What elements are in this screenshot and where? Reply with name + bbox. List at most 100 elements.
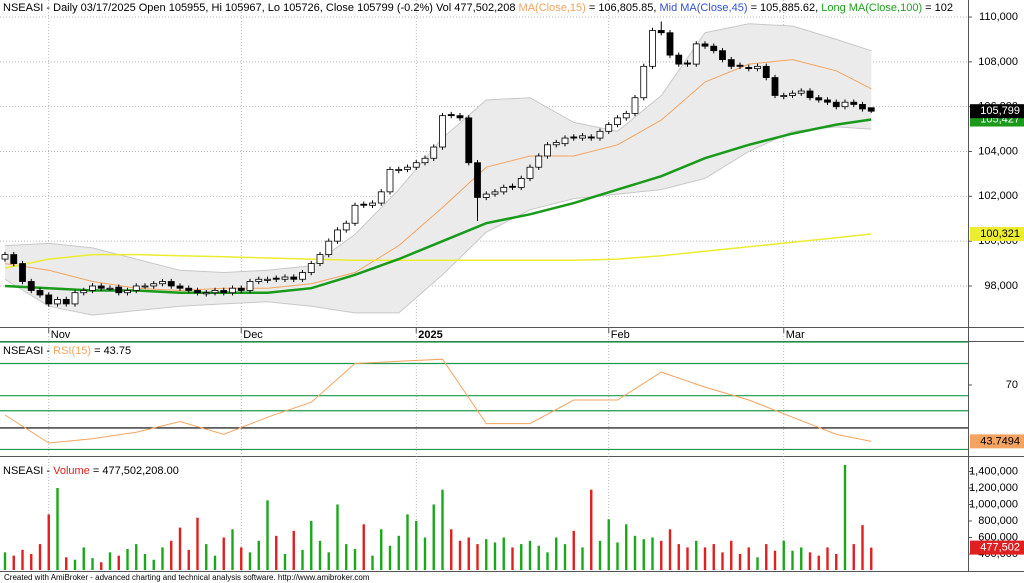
- volume-bar: [826, 547, 829, 570]
- candle-body: [62, 299, 70, 305]
- volume-bar: [861, 525, 864, 570]
- volume-bar: [170, 540, 173, 570]
- volume-bar: [406, 514, 409, 570]
- candle-body: [832, 101, 840, 108]
- candle-body: [447, 114, 455, 117]
- candle-body: [535, 155, 543, 168]
- candle-body: [456, 115, 464, 119]
- candle-body: [824, 99, 831, 103]
- volume-bar: [555, 537, 558, 570]
- volume-bar: [301, 549, 304, 570]
- volume-bar: [283, 553, 287, 570]
- y-tick-label: 98,000: [984, 280, 1018, 292]
- candle-body: [89, 285, 96, 291]
- volume-bar: [625, 524, 628, 570]
- title-part: NSEASI - Daily 03/17/2025 Open 105955, H…: [3, 2, 519, 14]
- volume-bar: [791, 550, 794, 570]
- candle-body: [316, 254, 324, 264]
- candle-body: [509, 185, 516, 188]
- volume-bar: [73, 559, 77, 570]
- candle-body: [736, 64, 744, 67]
- candle-body: [526, 166, 534, 179]
- candle-body: [762, 65, 770, 78]
- candle-body: [255, 278, 263, 282]
- title-part: Mid MA(Close,45): [659, 2, 747, 14]
- volume-bar: [108, 552, 112, 570]
- candle-body: [106, 287, 114, 290]
- candle-body: [850, 101, 858, 105]
- volume-bar: [292, 530, 295, 570]
- title-part: NSEASI -: [3, 345, 53, 357]
- volume-bar: [721, 552, 724, 570]
- candle-body: [115, 286, 123, 294]
- volume-bar: [187, 549, 190, 570]
- candle-body: [754, 65, 761, 69]
- y-tick-label: 600,000: [978, 531, 1018, 543]
- title-part: NSEASI -: [3, 465, 53, 477]
- candle-body: [19, 263, 26, 282]
- candle-body: [859, 104, 866, 110]
- volume-bar: [380, 529, 383, 570]
- candle-body: [789, 92, 796, 96]
- volume-bar: [537, 545, 540, 570]
- y-tick-label: 1,200,000: [969, 482, 1018, 494]
- title-part: Long MA(Close,100): [821, 2, 922, 14]
- candle-body: [614, 117, 621, 126]
- candle-body: [202, 292, 210, 295]
- footer: Created with AmiBroker - advanced charti…: [4, 573, 370, 582]
- volume-bar: [240, 547, 243, 570]
- volume-bar: [703, 547, 707, 570]
- candle-body: [412, 162, 420, 168]
- volume-bar: [205, 544, 208, 570]
- volume-bar: [336, 504, 339, 570]
- candle-body: [430, 146, 438, 159]
- candle-body: [675, 54, 683, 65]
- band-fill: [5, 23, 872, 316]
- candle-body: [806, 90, 814, 99]
- volume-bar: [485, 539, 488, 570]
- y-tick-label: 110,000: [979, 11, 1018, 23]
- candle-body: [684, 62, 691, 65]
- volume-bar: [502, 537, 505, 570]
- candle-body: [692, 43, 700, 65]
- candle-body: [334, 229, 341, 242]
- candle-body: [386, 169, 394, 193]
- candle-body: [132, 285, 140, 291]
- candle-body: [587, 136, 595, 139]
- candle-body: [745, 67, 753, 69]
- candle-body: [596, 130, 604, 139]
- candle-body: [290, 276, 298, 280]
- volume-bar: [196, 517, 199, 570]
- volume-bar: [686, 547, 689, 570]
- y-tick-label: 800,000: [978, 515, 1018, 527]
- volume-bar: [651, 537, 654, 570]
- value-label: 43.7494: [980, 435, 1020, 447]
- y-tick-label: 1,000,000: [969, 498, 1018, 510]
- volume-bar: [47, 514, 50, 570]
- y-tick-label: 102,000: [978, 190, 1018, 202]
- volume-bar: [178, 527, 182, 570]
- candle-body: [10, 254, 18, 264]
- candle-body: [299, 272, 306, 280]
- candle-body: [176, 285, 184, 289]
- volume-bar: [730, 540, 733, 570]
- volume-bar: [100, 562, 103, 570]
- candle-body: [360, 203, 368, 206]
- candle-body: [727, 59, 735, 67]
- volume-bar: [441, 489, 444, 570]
- volume-bar: [712, 544, 715, 570]
- volume-bar: [345, 544, 348, 570]
- volume-bar: [231, 529, 234, 570]
- candle-body: [211, 290, 219, 294]
- volume-bar: [135, 544, 138, 570]
- volume-bar: [432, 504, 435, 570]
- value-label: 477,502: [980, 542, 1020, 554]
- candle-body: [80, 290, 88, 294]
- volume-bar: [266, 500, 269, 570]
- volume-bar: [598, 540, 602, 570]
- volume-bar: [450, 529, 453, 570]
- volume-bar: [310, 520, 313, 570]
- candle-body: [141, 285, 149, 288]
